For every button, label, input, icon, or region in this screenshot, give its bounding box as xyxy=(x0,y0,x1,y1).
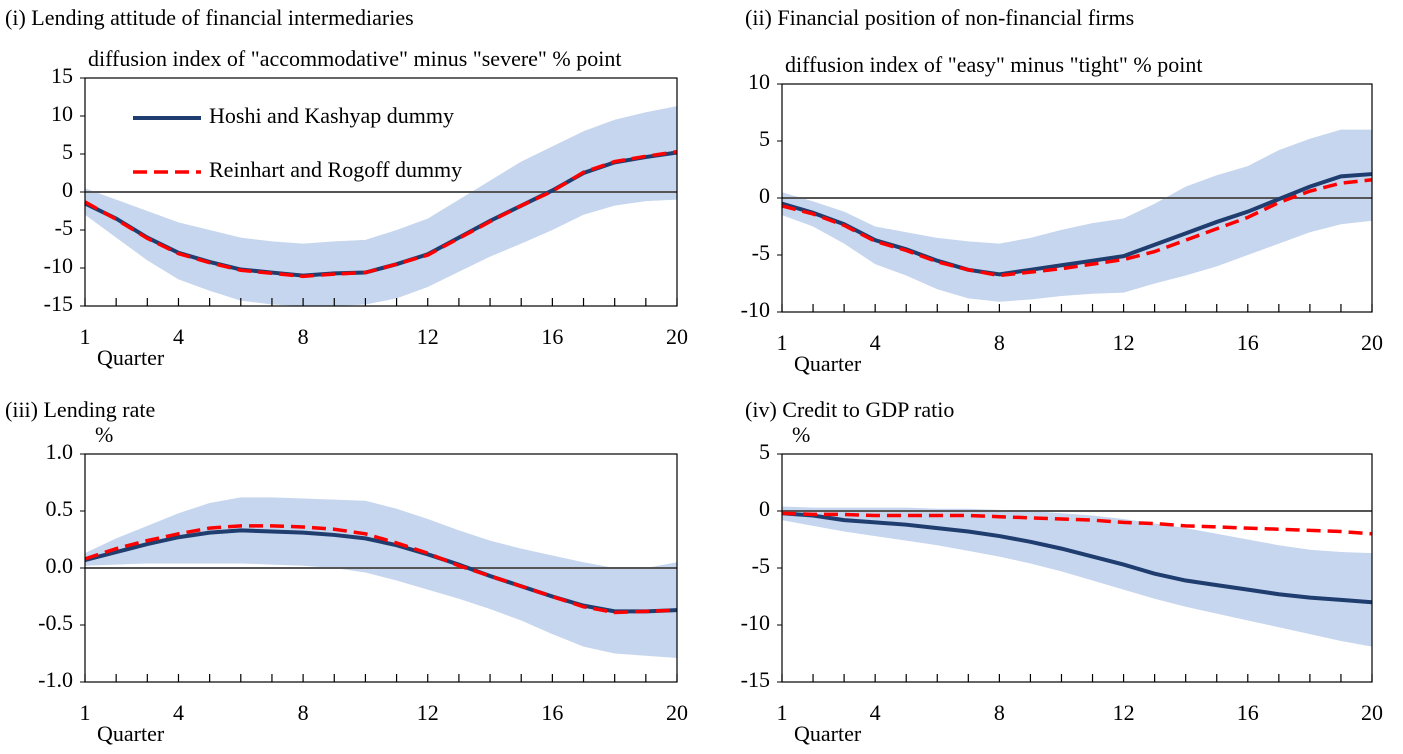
plot-frame xyxy=(781,453,1373,683)
y-tick-label: 0.5 xyxy=(46,496,74,521)
y-tick-label: -5 xyxy=(752,240,770,265)
x-tick-label: 1 xyxy=(777,700,788,725)
chart-title: (ii) Financial position of non-financial… xyxy=(745,5,1134,30)
x-tick-label: 20 xyxy=(1361,330,1383,355)
chart-title: (iii) Lending rate xyxy=(5,397,155,422)
y-tick-label: 10 xyxy=(51,101,73,126)
x-tick-label: 12 xyxy=(417,700,439,725)
confidence-band xyxy=(85,497,677,659)
y-tick-label: 0 xyxy=(62,177,73,202)
y-tick-label: 0.0 xyxy=(46,553,74,578)
x-tick-label: 20 xyxy=(666,700,688,725)
x-tick-label: 16 xyxy=(541,324,563,349)
series-line xyxy=(781,511,1373,536)
x-tick-label: 1 xyxy=(80,700,91,725)
x-axis-label: Quarter xyxy=(794,351,862,376)
x-axis-label: Quarter xyxy=(97,345,165,370)
y-tick-label: 5 xyxy=(759,126,770,151)
x-tick-label: 12 xyxy=(1113,700,1135,725)
confidence-band xyxy=(782,506,1372,647)
y-tick-label: -5 xyxy=(55,215,73,240)
chart-title: (iv) Credit to GDP ratio xyxy=(745,397,954,422)
y-tick-label: 5 xyxy=(62,139,73,164)
x-tick-label: 8 xyxy=(994,700,1005,725)
x-axis-label: Quarter xyxy=(794,721,862,746)
x-tick-label: 4 xyxy=(173,324,184,349)
plot-frame xyxy=(781,83,1373,313)
x-tick-label: 8 xyxy=(994,330,1005,355)
y-tick-label: 10 xyxy=(748,69,770,94)
y-axis-unit: % xyxy=(792,422,810,447)
x-tick-label: 16 xyxy=(1237,330,1259,355)
plot-frame xyxy=(84,453,678,683)
y-tick-label: -1.0 xyxy=(38,667,73,692)
x-tick-label: 8 xyxy=(298,324,309,349)
y-tick-label: -10 xyxy=(741,297,770,322)
x-tick-label: 4 xyxy=(173,700,184,725)
y-axis-unit: diffusion index of "easy" minus "tight" … xyxy=(785,52,1202,77)
x-tick-label: 12 xyxy=(1113,330,1135,355)
y-tick-label: 15 xyxy=(51,63,73,88)
y-tick-label: -10 xyxy=(44,253,73,278)
x-tick-label: 12 xyxy=(417,324,439,349)
y-tick-label: -0.5 xyxy=(38,610,73,635)
x-tick-label: 8 xyxy=(298,700,309,725)
confidence-band xyxy=(85,106,677,307)
series-line xyxy=(84,149,678,279)
y-tick-label: -15 xyxy=(44,291,73,316)
chart-title: (i) Lending attitude of financial interm… xyxy=(5,5,414,30)
x-tick-label: 20 xyxy=(666,324,688,349)
legend-label: Reinhart and Rogoff dummy xyxy=(209,157,462,182)
legend-label: Hoshi and Kashyap dummy xyxy=(209,103,454,128)
y-tick-label: 0 xyxy=(759,183,770,208)
y-tick-label: -10 xyxy=(741,610,770,635)
x-axis-label: Quarter xyxy=(97,721,165,746)
y-tick-label: 5 xyxy=(759,439,770,464)
x-tick-label: 1 xyxy=(777,330,788,355)
y-tick-label: 0 xyxy=(759,496,770,521)
x-tick-label: 4 xyxy=(870,330,881,355)
y-tick-label: -15 xyxy=(741,667,770,692)
x-tick-label: 4 xyxy=(870,700,881,725)
x-tick-label: 16 xyxy=(1237,700,1259,725)
y-tick-label: -5 xyxy=(752,553,770,578)
series-line xyxy=(781,511,1373,605)
series-line xyxy=(84,524,678,615)
series-line xyxy=(781,178,1373,278)
y-tick-label: 1.0 xyxy=(46,439,74,464)
y-axis-unit: diffusion index of "accommodative" minus… xyxy=(88,46,621,71)
y-axis-unit: % xyxy=(95,422,113,447)
confidence-band xyxy=(782,129,1372,302)
x-tick-label: 20 xyxy=(1361,700,1383,725)
plot-frame xyxy=(84,77,678,307)
x-tick-label: 1 xyxy=(80,324,91,349)
x-tick-label: 16 xyxy=(541,700,563,725)
